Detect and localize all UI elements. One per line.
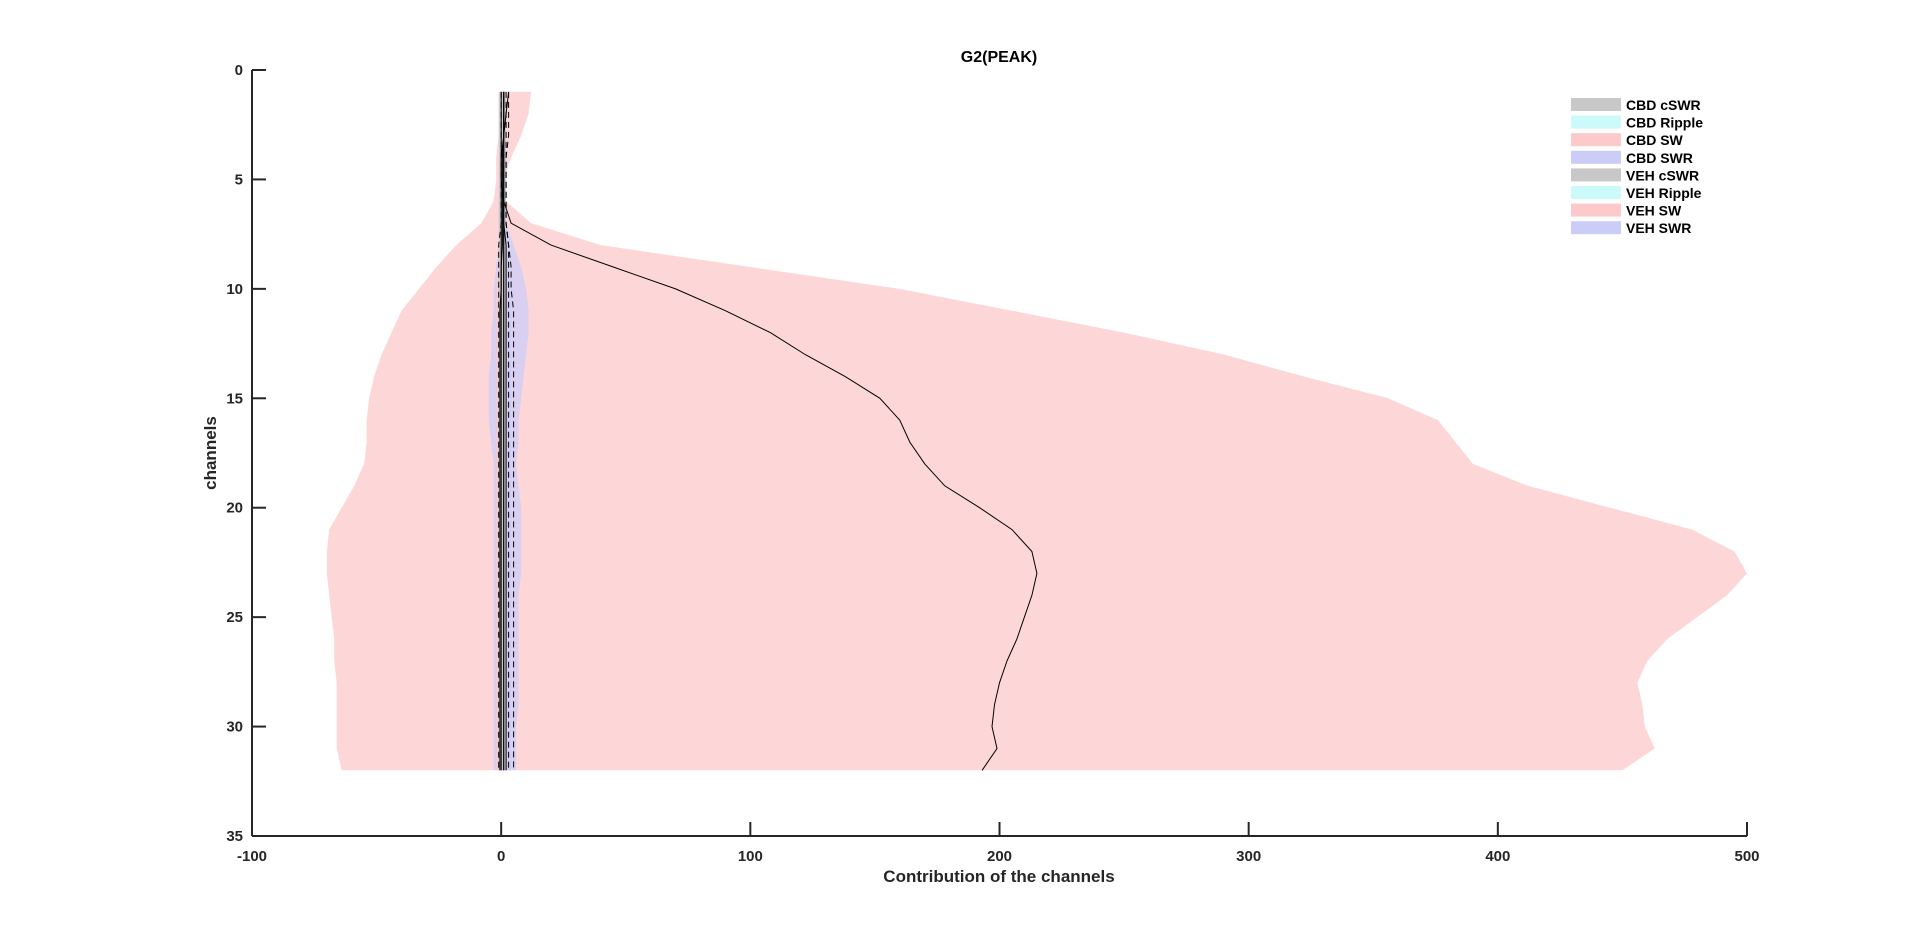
legend-label-veh-cswr: VEH cSWR [1626, 167, 1699, 183]
band-veh-sw [326, 91, 1747, 771]
legend-label-veh-sw: VEH SW [1626, 203, 1682, 219]
legend-swatch-veh-ripple [1571, 186, 1621, 199]
dashed-line-1 [498, 91, 502, 771]
legend-swatch-cbd-swr [1571, 150, 1621, 164]
x-axis-title: Contribution of the channels [883, 867, 1114, 886]
legend-label-veh-swr: VEH SWR [1626, 220, 1691, 236]
legend-label-cbd-cswr: CBD cSWR [1626, 97, 1701, 113]
x-tick-label: 200 [987, 848, 1012, 865]
mean-line-cbd-sw [499, 91, 505, 771]
y-tick-label: 20 [226, 500, 243, 517]
y-tick-label: 5 [235, 171, 243, 188]
legend-label-veh-ripple: VEH Ripple [1626, 185, 1702, 201]
y-tick-label: 10 [226, 281, 243, 298]
y-axis-title: channels [201, 416, 220, 490]
y-tick-label: 0 [235, 62, 243, 79]
chart-title: G2(PEAK) [961, 49, 1037, 66]
lines-layer [498, 91, 1038, 771]
bands-layer [326, 91, 1747, 771]
legend-label-cbd-ripple: CBD Ripple [1626, 115, 1703, 131]
legend-swatch-veh-sw [1571, 203, 1621, 217]
y-tick-label: 35 [226, 828, 243, 845]
legend-swatch-cbd-ripple [1571, 115, 1621, 129]
legend-label-cbd-swr: CBD SWR [1626, 150, 1693, 166]
x-tick-label: -100 [237, 848, 267, 865]
y-tick-label: 30 [226, 719, 243, 736]
x-tick-label: 300 [1236, 848, 1261, 865]
legend-swatch-veh-swr [1571, 221, 1621, 235]
legend-swatch-veh-cswr [1571, 168, 1621, 182]
y-tick-label: 25 [226, 609, 243, 626]
legend-swatch-cbd-sw [1571, 133, 1621, 147]
x-tick-label: 500 [1734, 848, 1759, 865]
x-tick-label: 0 [497, 848, 505, 865]
x-tick-label: 100 [738, 848, 763, 865]
dashed-line-3 [505, 91, 515, 771]
y-ticks: 0 5 10 15 20 25 30 35 [226, 62, 266, 845]
legend-swatch-cbd-cswr [1571, 98, 1621, 111]
x-tick-label: 400 [1485, 848, 1510, 865]
mean-line-veh-sw [500, 91, 1038, 771]
x-ticks: -100 0 100 200 300 400 500 [237, 822, 1760, 865]
legend-label-cbd-sw: CBD SW [1626, 132, 1684, 148]
y-tick-label: 15 [226, 390, 243, 407]
